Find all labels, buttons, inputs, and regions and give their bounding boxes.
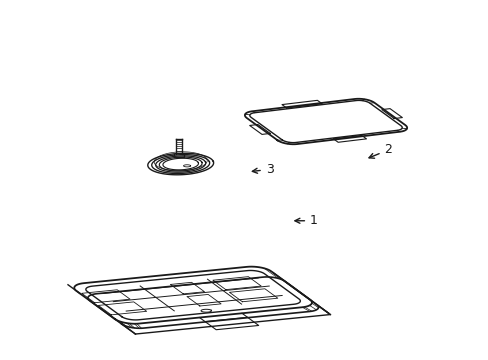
Text: 3: 3 [252,163,273,176]
Text: 2: 2 [368,143,391,158]
Text: 1: 1 [294,214,317,227]
